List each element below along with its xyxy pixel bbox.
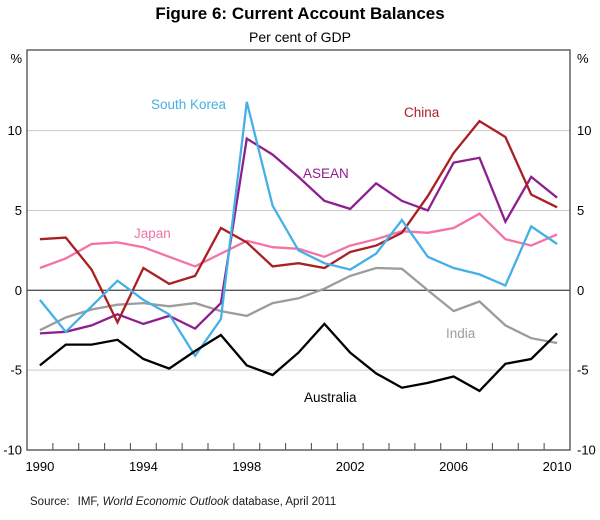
x-tick-label: 2010 [543, 459, 572, 474]
chart-title: Figure 6: Current Account Balances [155, 4, 445, 23]
series-label-australia: Australia [304, 390, 357, 405]
plot-frame [26, 49, 571, 451]
y-tick-label-left: 0 [15, 283, 22, 298]
series-label-china: China [404, 105, 440, 120]
x-axis-labels: 1990 1994 1998 2002 2006 2010 [25, 459, 571, 474]
source-prefix: Source: [30, 496, 70, 508]
x-tick-label: 1998 [232, 459, 261, 474]
series-line-asean [39, 136, 558, 335]
source-text: IMF, [77, 496, 103, 508]
y-tick-label-right: 10 [577, 123, 591, 138]
gridlines [27, 130, 570, 371]
series-label-south-korea: South Korea [151, 97, 227, 112]
y-tick-label-right: 0 [577, 283, 584, 298]
x-tick-label: 1994 [129, 459, 158, 474]
y-tick-label-left: -5 [10, 363, 22, 378]
x-tick-label: 1990 [25, 459, 54, 474]
y-unit-right: % [577, 51, 589, 66]
series-line-australia [39, 322, 558, 393]
series-line-japan [39, 212, 558, 270]
source-note: Source: IMF, World Economic Outlook datab… [30, 496, 336, 508]
series-label-india: India [446, 326, 476, 341]
source-text-tail: database, April 2011 [229, 496, 337, 508]
y-tick-label-left: 10 [8, 123, 22, 138]
y-axis-labels: % % 10 10 5 5 0 0 -5 -5 -10 -10 [3, 51, 596, 458]
y-tick-label-right: 5 [577, 203, 584, 218]
series-line-south-korea [39, 101, 558, 358]
series-line-china [39, 119, 558, 325]
x-tick-label: 2006 [439, 459, 468, 474]
y-tick-label-left: -10 [3, 443, 22, 458]
chart-subtitle: Per cent of GDP [249, 29, 351, 45]
series-line-india [39, 266, 558, 345]
y-unit-left: % [10, 51, 22, 66]
source-italic-text: World Economic Outlook [102, 496, 230, 508]
series-label-japan: Japan [134, 226, 171, 241]
y-tick-label-right: -5 [577, 363, 589, 378]
series-label-asean: ASEAN [303, 166, 349, 181]
x-tick-label: 2002 [336, 459, 365, 474]
y-tick-label-left: 5 [15, 203, 22, 218]
x-ticks [52, 443, 545, 450]
series-lines [39, 101, 558, 393]
y-tick-label-right: -10 [577, 443, 596, 458]
